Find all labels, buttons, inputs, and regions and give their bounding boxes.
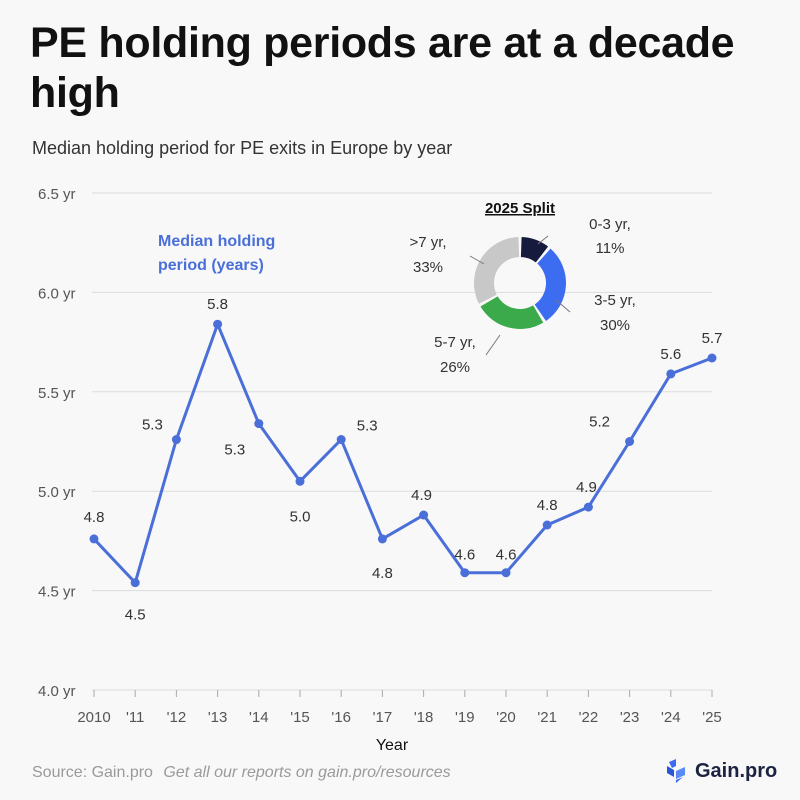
- series-line-layer: [92, 322, 713, 585]
- page-title: PE holding periods are at a decade high: [30, 19, 735, 117]
- x-tick-label: '11: [126, 709, 144, 726]
- data-label: 5.8: [207, 296, 228, 313]
- data-point: [542, 520, 552, 530]
- data-point: [254, 419, 264, 429]
- x-tick-label: '25: [702, 709, 722, 726]
- data-point: [666, 369, 676, 379]
- x-tick-label: '20: [496, 709, 516, 726]
- x-tick-label: '24: [661, 709, 681, 726]
- donut-slice: [534, 248, 566, 321]
- x-tick-label: '22: [579, 709, 599, 726]
- data-label: 4.9: [576, 479, 597, 496]
- x-tick-label: '17: [373, 709, 393, 726]
- data-point: [419, 510, 429, 520]
- x-tick-label: '16: [331, 709, 351, 726]
- x-tick-label: '23: [620, 709, 640, 726]
- data-point: [295, 476, 305, 486]
- leader-line: [555, 299, 571, 313]
- data-labels: 4.8 4.5 5.3 5.8 5.3 5.0 5.3 4.8 4.9 4.6 4.6 4.8 4.9 5…: [84, 296, 723, 623]
- data-point: [89, 534, 99, 544]
- y-tick-label: 6.0 yr: [38, 285, 76, 302]
- data-point: [171, 435, 181, 445]
- data-point: [583, 502, 593, 512]
- data-point: [213, 319, 223, 329]
- donut-slice-label: >7 yr,: [409, 234, 446, 251]
- data-label: 5.6: [660, 346, 681, 363]
- x-axis-ticks: 2010 '11 '12 '13 '14 '15 '16 '17 '18 '19 '20 '21 '22…: [77, 690, 722, 726]
- x-tick-label: '21: [537, 709, 557, 726]
- donut-slice-pct: 26%: [440, 359, 470, 376]
- x-tick-label: 2010: [77, 709, 110, 726]
- data-point: [707, 353, 717, 363]
- y-axis-ticks: 4.0 yr 4.5 yr 5.0 yr 5.5 yr 6.0 yr 6.5 yr: [38, 186, 76, 700]
- y-tick-label: 5.0 yr: [38, 484, 76, 501]
- data-label: 4.9: [411, 487, 432, 504]
- reports-link[interactable]: Get all our reports on gain.pro/resource…: [163, 764, 451, 781]
- x-tick-label: '19: [455, 709, 475, 726]
- source-footer: Source: Gain.pro Get all our reports on …: [32, 764, 451, 782]
- data-label: 4.8: [537, 497, 558, 514]
- donut-slice-pct: 33%: [413, 259, 443, 276]
- gain-logo-icon: [667, 759, 685, 783]
- donut-slice-label: 0-3 yr,: [589, 216, 631, 233]
- donut-labels: 0-3 yr, 11% 3-5 yr, 30% 5-7 yr, 26% >7 yr, 33%: [409, 216, 635, 376]
- leader-line: [469, 255, 485, 265]
- donut-slice-pct: 11%: [596, 240, 625, 257]
- x-tick-label: '14: [249, 709, 269, 726]
- data-label: 5.3: [357, 418, 378, 435]
- gridlines: [92, 192, 712, 691]
- x-tick-label: '12: [167, 709, 187, 726]
- leader-line: [537, 235, 549, 245]
- y-tick-label: 4.5 yr: [38, 584, 76, 601]
- donut-title: 2025 Split: [485, 200, 555, 217]
- brand-name: Gain.pro: [695, 759, 778, 782]
- leader-line: [485, 334, 501, 356]
- donut-slice: [520, 237, 549, 263]
- donut-slice-pct: 30%: [600, 317, 630, 334]
- data-label: 4.8: [372, 565, 393, 582]
- series-line: [92, 322, 713, 585]
- x-tick-label: '13: [208, 709, 228, 726]
- y-tick-label: 5.5 yr: [38, 385, 76, 402]
- source-text: Source: Gain.pro: [32, 764, 153, 781]
- donut-slice: [474, 237, 520, 304]
- data-label: 5.0: [290, 508, 311, 525]
- donut-slice: [480, 296, 544, 330]
- series-label-line-2: period (years): [158, 257, 264, 274]
- data-label: 5.3: [142, 417, 163, 434]
- data-point: [130, 578, 140, 588]
- data-label: 4.8: [84, 509, 105, 526]
- data-point: [501, 568, 511, 578]
- data-point: [336, 435, 346, 445]
- data-label: 4.6: [496, 547, 517, 564]
- data-points: [89, 319, 717, 588]
- donut-slice-label: 3-5 yr,: [594, 292, 636, 309]
- donut-slice-label: 5-7 yr,: [434, 334, 476, 351]
- split-donut: [474, 237, 566, 330]
- data-label: 4.5: [125, 607, 146, 624]
- y-tick-label: 6.5 yr: [38, 186, 76, 203]
- x-tick-label: '18: [414, 709, 434, 726]
- series-label-line-1: Median holding: [158, 233, 275, 250]
- brand-logo[interactable]: Gain.pro: [663, 758, 777, 784]
- y-tick-label: 4.0 yr: [38, 683, 76, 700]
- data-label: 5.3: [224, 442, 245, 459]
- data-label: 5.2: [589, 414, 610, 431]
- x-axis-label: Year: [376, 737, 409, 754]
- data-point: [625, 437, 635, 446]
- chart-subtitle: Median holding period for PE exits in Eu…: [32, 138, 453, 158]
- x-tick-label: '15: [290, 709, 310, 726]
- data-point: [377, 534, 387, 544]
- data-label: 4.6: [454, 547, 475, 564]
- data-point: [460, 568, 470, 578]
- data-label: 5.7: [702, 330, 723, 347]
